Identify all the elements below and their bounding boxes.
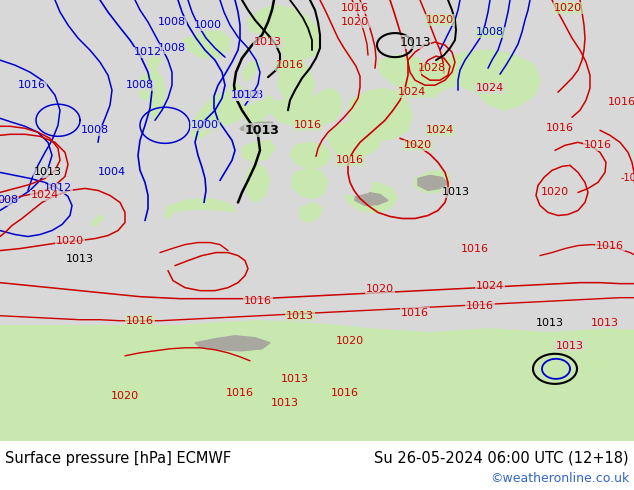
Text: 1008: 1008 (126, 80, 154, 90)
Polygon shape (162, 211, 634, 303)
Text: 1020: 1020 (366, 284, 394, 294)
Text: -10: -10 (620, 173, 634, 183)
Text: 1024: 1024 (398, 87, 426, 97)
Text: 1016: 1016 (546, 123, 574, 133)
Text: 1008: 1008 (476, 27, 504, 37)
Polygon shape (348, 88, 412, 140)
Text: 1013: 1013 (442, 188, 470, 197)
Text: 1013: 1013 (281, 374, 309, 384)
Polygon shape (270, 98, 312, 125)
Text: 1012: 1012 (231, 90, 259, 100)
Polygon shape (418, 175, 448, 191)
Polygon shape (245, 162, 270, 202)
Text: 1008: 1008 (158, 43, 186, 53)
Text: 1020: 1020 (341, 17, 369, 27)
Polygon shape (195, 336, 270, 351)
Polygon shape (148, 48, 162, 70)
Text: 1024: 1024 (31, 191, 59, 200)
Text: 1013: 1013 (286, 311, 314, 321)
Circle shape (92, 220, 98, 225)
Text: 1013: 1013 (556, 341, 584, 351)
Text: 1020: 1020 (111, 391, 139, 401)
Text: 1028: 1028 (418, 63, 446, 73)
Polygon shape (328, 120, 382, 157)
Polygon shape (332, 177, 372, 196)
Text: 1016: 1016 (276, 60, 304, 70)
Text: 1020: 1020 (404, 140, 432, 150)
Polygon shape (165, 198, 238, 248)
Text: Su 26-05-2024 06:00 UTC (12+18): Su 26-05-2024 06:00 UTC (12+18) (374, 450, 629, 465)
Text: 1000: 1000 (191, 120, 219, 130)
Polygon shape (244, 120, 278, 135)
Circle shape (144, 352, 152, 360)
Text: 1024: 1024 (476, 281, 504, 291)
Text: 1013: 1013 (254, 37, 282, 47)
Polygon shape (183, 30, 230, 58)
Text: 1016: 1016 (244, 295, 272, 306)
Polygon shape (190, 92, 245, 140)
Text: 1016: 1016 (336, 155, 364, 165)
Text: 1020: 1020 (336, 336, 364, 346)
Text: 1012: 1012 (44, 183, 72, 194)
Polygon shape (292, 169, 328, 198)
Polygon shape (243, 60, 260, 80)
Polygon shape (242, 140, 275, 162)
Text: 1008: 1008 (236, 90, 264, 100)
Polygon shape (225, 84, 242, 100)
Text: 1016: 1016 (596, 241, 624, 250)
Text: Surface pressure [hPa] ECMWF: Surface pressure [hPa] ECMWF (5, 450, 231, 465)
Text: 1008: 1008 (158, 17, 186, 27)
Text: 1016: 1016 (584, 140, 612, 150)
Text: ©weatheronline.co.uk: ©weatheronline.co.uk (489, 471, 629, 485)
Text: 1020: 1020 (426, 15, 454, 25)
Polygon shape (240, 122, 278, 133)
Text: 1016: 1016 (294, 120, 322, 130)
Text: 1016: 1016 (341, 3, 369, 13)
Text: 1024: 1024 (426, 125, 454, 135)
Text: 1016: 1016 (18, 80, 46, 90)
Text: 1020: 1020 (541, 188, 569, 197)
Polygon shape (290, 142, 332, 169)
Polygon shape (278, 55, 315, 105)
Text: 1016: 1016 (226, 388, 254, 398)
Polygon shape (240, 95, 275, 122)
Polygon shape (448, 118, 472, 155)
Text: 1020: 1020 (56, 236, 84, 245)
Text: 1016: 1016 (461, 244, 489, 253)
Text: 1013: 1013 (271, 398, 299, 408)
Circle shape (97, 216, 103, 221)
Text: 008: 008 (0, 196, 18, 205)
Polygon shape (0, 321, 634, 441)
Polygon shape (138, 72, 158, 100)
Text: 1016: 1016 (331, 388, 359, 398)
Polygon shape (148, 70, 165, 120)
Text: 1000: 1000 (194, 20, 222, 30)
Polygon shape (355, 193, 388, 205)
Polygon shape (345, 182, 398, 213)
Text: 1016: 1016 (126, 316, 154, 326)
Text: 1013: 1013 (591, 318, 619, 328)
Text: 1020: 1020 (554, 3, 582, 13)
Text: 1024: 1024 (476, 83, 504, 93)
Text: 1016: 1016 (466, 301, 494, 311)
Polygon shape (378, 55, 430, 88)
Text: 1016: 1016 (401, 308, 429, 318)
Text: 1004: 1004 (98, 168, 126, 177)
Text: 1013: 1013 (245, 124, 280, 137)
Polygon shape (248, 5, 320, 60)
Polygon shape (300, 202, 322, 222)
Text: 1016: 1016 (608, 97, 634, 107)
Text: 1013: 1013 (66, 254, 94, 264)
Text: 1013: 1013 (399, 36, 431, 49)
Text: 1013: 1013 (34, 168, 62, 177)
Text: 1013: 1013 (536, 318, 564, 328)
Text: 1008: 1008 (81, 125, 109, 135)
Polygon shape (305, 88, 342, 125)
Text: 1012: 1012 (134, 47, 162, 57)
Polygon shape (315, 92, 340, 112)
Polygon shape (415, 171, 450, 193)
Polygon shape (415, 50, 540, 110)
